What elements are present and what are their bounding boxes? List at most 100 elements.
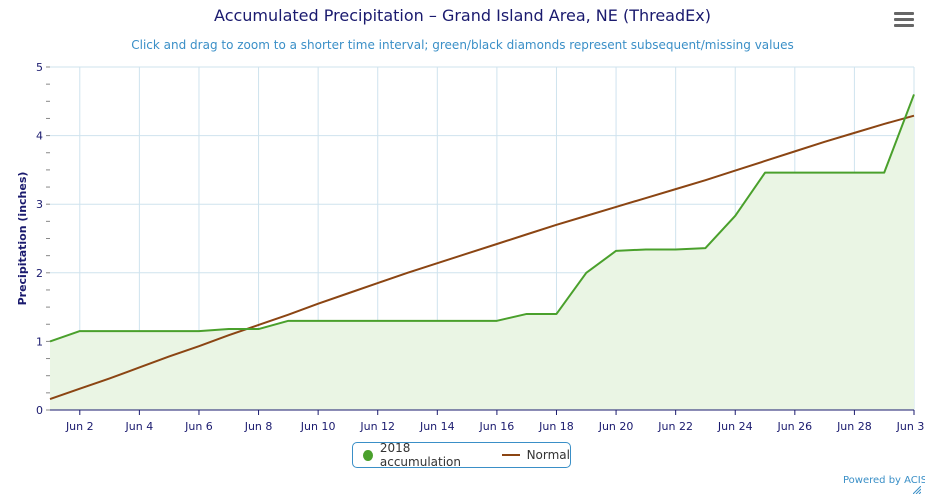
legend-label-normal: Normal <box>526 448 570 462</box>
y-tick-label: 3 <box>36 198 43 211</box>
x-tick-label: Jun 2 <box>65 420 94 433</box>
y-tick-label: 2 <box>36 267 43 280</box>
y-tick-label: 1 <box>36 335 43 348</box>
data-point-normal <box>138 366 140 368</box>
data-point-2018 <box>407 320 409 322</box>
data-point-normal <box>198 345 200 347</box>
x-tick-label: Jun 22 <box>657 420 693 433</box>
chart-title: Accumulated Precipitation – Grand Island… <box>214 6 711 25</box>
x-tick-label: Jun 18 <box>538 420 574 433</box>
data-point-normal <box>377 282 379 284</box>
data-point-2018 <box>466 320 468 322</box>
data-point-2018 <box>883 172 885 174</box>
x-tick-label: Jun 12 <box>359 420 395 433</box>
data-point-2018 <box>734 215 736 217</box>
data-point-normal <box>287 314 289 316</box>
legend-label-2018: 2018 accumulation <box>379 441 461 469</box>
x-tick-label: Jun 4 <box>125 420 154 433</box>
data-point-2018 <box>496 320 498 322</box>
data-point-2018 <box>258 328 260 330</box>
x-tick-label: Jun 8 <box>244 420 273 433</box>
accumulation-area <box>50 94 914 410</box>
x-tick-label: Jun 6 <box>184 420 213 433</box>
menu-bar <box>894 12 914 15</box>
data-point-normal <box>675 188 677 190</box>
x-tick-label: Jun 16 <box>479 420 515 433</box>
data-point-normal <box>555 224 557 226</box>
data-point-2018 <box>228 328 230 330</box>
data-point-normal <box>615 206 617 208</box>
data-point-normal <box>109 377 111 379</box>
legend-item-normal[interactable]: Normal <box>501 448 570 462</box>
data-point-2018 <box>79 330 81 332</box>
data-point-normal <box>228 334 230 336</box>
data-point-2018 <box>347 320 349 322</box>
data-point-2018 <box>764 172 766 174</box>
data-point-2018 <box>49 340 51 342</box>
x-tick-label: Jun 24 <box>717 420 753 433</box>
data-point-2018 <box>138 330 140 332</box>
data-point-normal <box>734 170 736 172</box>
data-point-normal <box>79 388 81 390</box>
data-point-2018 <box>645 248 647 250</box>
data-point-normal <box>913 115 915 117</box>
data-point-2018 <box>853 172 855 174</box>
x-tick-label: Jun 14 <box>419 420 455 433</box>
data-point-normal <box>853 132 855 134</box>
data-point-2018 <box>198 330 200 332</box>
series-line-normal <box>49 114 915 400</box>
data-point-2018 <box>377 320 379 322</box>
data-point-normal <box>496 243 498 245</box>
data-point-normal <box>526 233 528 235</box>
data-point-normal <box>824 141 826 143</box>
resize-handle-icon <box>913 486 921 494</box>
data-point-normal <box>49 398 51 400</box>
y-tick-label: 5 <box>36 61 43 74</box>
data-point-2018 <box>555 313 557 315</box>
data-point-2018 <box>168 330 170 332</box>
data-point-normal <box>764 160 766 162</box>
data-point-normal <box>794 150 796 152</box>
data-point-2018 <box>794 172 796 174</box>
y-tick-label: 0 <box>36 404 43 417</box>
x-tick-label: Jun 20 <box>598 420 634 433</box>
data-point-normal <box>436 262 438 264</box>
data-point-2018 <box>526 313 528 315</box>
chart-legend: 2018 accumulation Normal <box>352 441 571 469</box>
legend-marker-normal <box>501 454 520 456</box>
data-point-normal <box>407 272 409 274</box>
legend-item-2018-accumulation[interactable]: 2018 accumulation <box>363 441 484 469</box>
data-point-2018 <box>913 93 915 95</box>
legend-marker-2018 <box>363 449 373 461</box>
data-point-2018 <box>436 320 438 322</box>
y-axis-label: Precipitation (inches) <box>16 172 29 306</box>
data-point-2018 <box>615 250 617 252</box>
data-point-2018 <box>109 330 111 332</box>
x-tick-label: Jun 28 <box>836 420 872 433</box>
data-point-normal <box>347 292 349 294</box>
data-point-2018 <box>317 320 319 322</box>
x-tick-label: Jun 30 <box>896 420 925 433</box>
menu-bar <box>894 18 914 21</box>
data-point-normal <box>704 179 706 181</box>
data-point-normal <box>258 324 260 326</box>
menu-bar <box>894 24 914 27</box>
data-point-normal <box>168 355 170 357</box>
data-point-normal <box>645 197 647 199</box>
chart-subtitle: Click and drag to zoom to a shorter time… <box>131 38 794 52</box>
y-tick-label: 4 <box>36 130 43 143</box>
data-point-normal <box>585 215 587 217</box>
data-point-2018 <box>585 272 587 274</box>
data-point-2018 <box>287 320 289 322</box>
data-point-normal <box>317 303 319 305</box>
data-point-2018 <box>675 248 677 250</box>
hamburger-menu-icon[interactable] <box>894 12 914 30</box>
data-point-2018 <box>704 247 706 249</box>
data-point-normal <box>883 123 885 125</box>
credits-link[interactable]: Powered by ACIS <box>843 475 925 486</box>
series-line-2018-accumulation <box>49 94 915 343</box>
x-tick-label: Jun 10 <box>300 420 336 433</box>
x-tick-label: Jun 26 <box>776 420 812 433</box>
data-point-2018 <box>824 172 826 174</box>
